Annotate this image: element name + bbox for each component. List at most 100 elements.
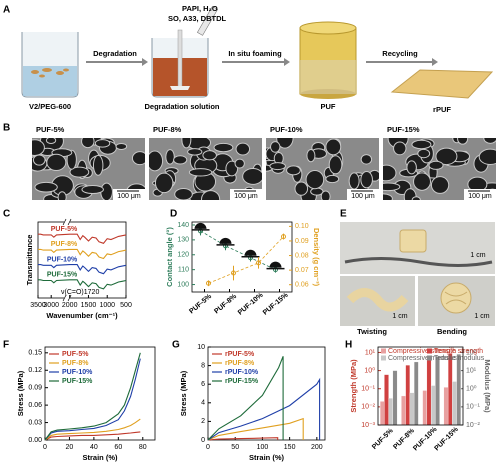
bar [409,392,415,426]
arrow-head [142,58,148,66]
y-tick-label: 8 [201,362,205,369]
item-label: PUF [321,102,336,111]
legend-label: PUF-8% [62,360,89,367]
y-tick-label: 140 [177,222,189,229]
plot-frame [37,221,127,299]
y-axis-label: Transmittance [25,235,34,286]
pore [34,181,58,193]
sem-images: PUF-5% 100 μm PUF-8% 100 μm PUF-10% 100 μm PUF… [32,125,496,200]
legend-label: PUF-15% [62,378,93,385]
x-tick-label: 3000 [43,302,59,309]
series-label: PUF-15% [47,272,78,279]
y-tick-label: 0.08 [295,252,309,259]
pore [457,138,469,145]
rpuf-sheet [390,69,494,99]
x-tick-label: 2000 [62,302,78,309]
scale-bg [230,189,262,200]
line [38,264,127,275]
y-axis-label: Contact angle (°) [165,227,174,287]
x-tick-label: 3500 [30,302,46,309]
y-tick-label: 10⁻¹ [466,404,480,411]
legend-label: Tensile modulus [434,355,485,362]
bar [435,356,440,426]
x-tick-label: 150 [284,444,296,451]
point [206,280,211,286]
plot-frame [207,346,326,441]
line [44,352,141,441]
beaker-2 [151,5,219,98]
x-tick-label: 20 [66,444,74,451]
y-axis-label: Stress (MPa) [179,370,188,416]
pore [94,139,111,148]
x-tick-label: 0 [43,444,47,451]
pore [174,188,193,200]
panel-label: B [3,123,10,134]
pore [276,138,294,149]
y-tick-label: 0.12 [28,367,42,374]
pore [165,149,175,165]
scale-bg [347,189,379,200]
pore [81,138,95,149]
y-tick-label: 0.00 [28,437,42,444]
series-label: PUF-8% [51,241,78,248]
y-tick-label: 0.09 [28,385,42,392]
series-label: PUF-5% [51,226,78,233]
step-label: Recycling [382,49,418,58]
pore [360,154,373,165]
y-tick-label: 0.06 [28,402,42,409]
bar [456,354,462,426]
pore [188,168,213,177]
plot-frame [191,221,293,293]
scale-bar-label: 1 cm [392,313,407,320]
bar [443,387,449,426]
pore [92,154,104,176]
pore [383,193,393,200]
x-axis-label: Strain (%) [249,453,285,462]
scale-bg [464,189,496,200]
y-axis-label: Strength (MPa) [349,359,358,413]
legend-swatch [427,348,432,354]
pore [417,148,431,159]
legend-label: rPUF-15% [225,378,259,385]
x-axis-label: Strain (%) [82,453,118,462]
y-tick-label: 0.15 [28,350,42,357]
pore [181,138,192,149]
line [207,377,321,441]
pore [45,138,57,144]
point [248,255,253,261]
bar [392,370,398,426]
pore [393,141,407,156]
pore [478,148,496,165]
pore [235,142,251,156]
pore [32,139,45,156]
bar [388,398,394,426]
pore [81,184,104,195]
y-tick-label: 10¹ [466,367,477,374]
pore [154,172,174,194]
point [231,270,236,276]
pore [360,170,373,189]
x-tick-label: PUF-15% [262,291,290,316]
panel-label: G [172,340,180,351]
pore [328,155,343,175]
x-tick-label: 0 [206,444,210,451]
x-tick-label: PUF-8% [213,293,238,316]
step-label: In situ foaming [228,49,282,58]
line [44,358,141,441]
bar [379,401,385,426]
pore [406,160,417,175]
panel-label: A [3,5,10,16]
pore [32,154,46,166]
sem-image [149,138,262,200]
y-tick-label: 110 [178,267,189,274]
panel-label: F [3,340,9,351]
reagents: PAPI, H₂O [182,4,218,13]
caption: Bending [437,327,467,336]
bar [413,361,419,426]
y-tick-label: 10⁰ [466,385,477,393]
bar [452,381,457,426]
legend-label: rPUF-10% [225,369,259,376]
pore [173,155,188,165]
x-tick-label: 100 [257,444,269,451]
pore [325,174,340,184]
